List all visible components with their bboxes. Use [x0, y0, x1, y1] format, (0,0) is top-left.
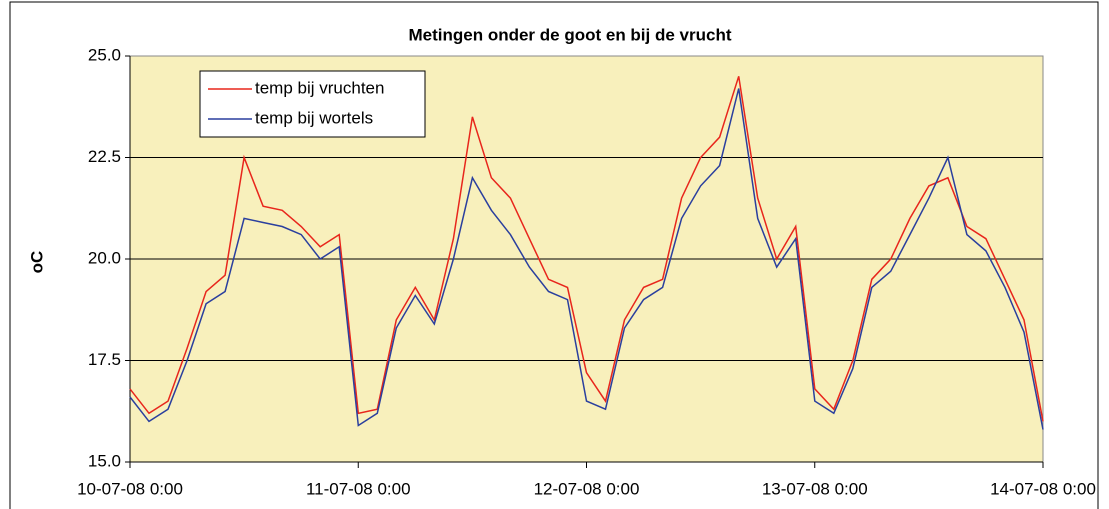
legend-label: temp bij vruchten — [255, 78, 384, 97]
x-tick-label: 13-07-08 0:00 — [762, 479, 868, 498]
chart-title: Metingen onder de goot en bij de vrucht — [408, 25, 731, 44]
y-tick-label: 22.5 — [88, 147, 121, 166]
x-tick-label: 11-07-08 0:00 — [306, 479, 411, 498]
series-line — [129, 88, 1044, 430]
legend-label: temp bij wortels — [255, 108, 373, 127]
series-line — [129, 76, 1044, 422]
legend-box — [199, 70, 426, 138]
y-tick-label: 25.0 — [88, 45, 121, 64]
y-tick-label: 17.5 — [88, 350, 121, 369]
x-tick-label: 12-07-08 0:00 — [534, 479, 640, 498]
x-tick-label: 10-07-08 0:00 — [77, 479, 183, 498]
y-tick-label: 15.0 — [88, 451, 121, 470]
legend: temp bij vruchten temp bij wortels — [199, 70, 426, 138]
y-tick-label: 20.0 — [88, 248, 121, 267]
y-axis-label: oC — [27, 251, 46, 274]
x-tick-label: 14-07-08 0:00 — [990, 479, 1096, 498]
